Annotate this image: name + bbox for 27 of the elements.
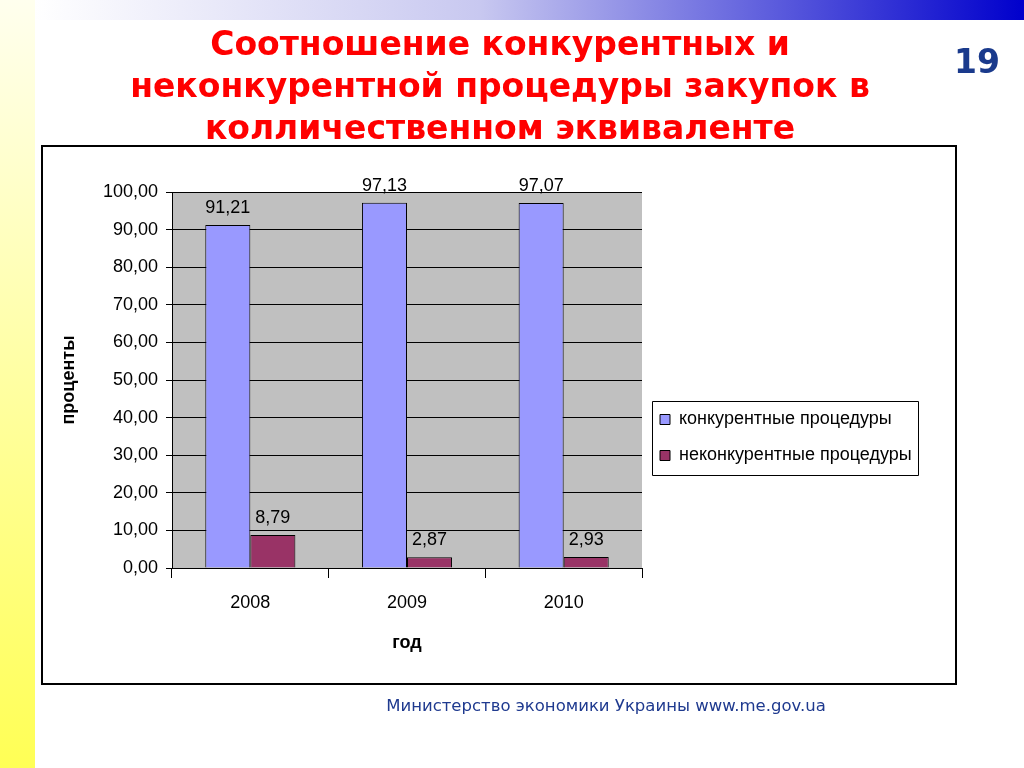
x-tick-label: 2008 xyxy=(230,591,271,612)
data-label: 2,93 xyxy=(568,528,604,549)
y-tick-label: 80,00 xyxy=(112,256,158,277)
y-tick-label: 70,00 xyxy=(112,293,158,314)
y-tick-label: 0,00 xyxy=(122,556,158,577)
x-tick-label: 2009 xyxy=(386,591,428,612)
chart-title: Соотношение конкурентных и неконкурентной процедуры закупок в колличественном эквиваленте xyxy=(129,23,871,149)
text: 19 xyxy=(953,42,1001,81)
data-label: 97,07 xyxy=(518,174,564,195)
y-tick-label: 100,00 xyxy=(102,180,158,201)
data-label: 2,87 xyxy=(412,529,448,550)
x-tick-label: 2010 xyxy=(543,591,584,612)
y-axis-title: проценты xyxy=(57,335,78,425)
data-label: 97,13 xyxy=(361,174,407,195)
x-axis-title: год xyxy=(392,632,423,653)
data-label: 91,21 xyxy=(205,197,251,218)
data-label: 8,79 xyxy=(255,506,291,527)
y-tick-label: 20,00 xyxy=(112,481,158,502)
y-tick-label: 40,00 xyxy=(112,406,158,427)
y-tick-label: 60,00 xyxy=(112,331,158,352)
y-tick-label: 30,00 xyxy=(112,444,158,465)
text: Министерство экономики Украины www.me.gov.ua xyxy=(385,696,827,715)
legend-label: конкурентные процедуры xyxy=(679,408,892,429)
y-tick-label: 50,00 xyxy=(112,368,158,389)
y-tick-label: 90,00 xyxy=(112,218,158,239)
y-tick-label: 10,00 xyxy=(112,519,158,540)
legend-label: неконкурентные процедуры xyxy=(679,444,912,465)
